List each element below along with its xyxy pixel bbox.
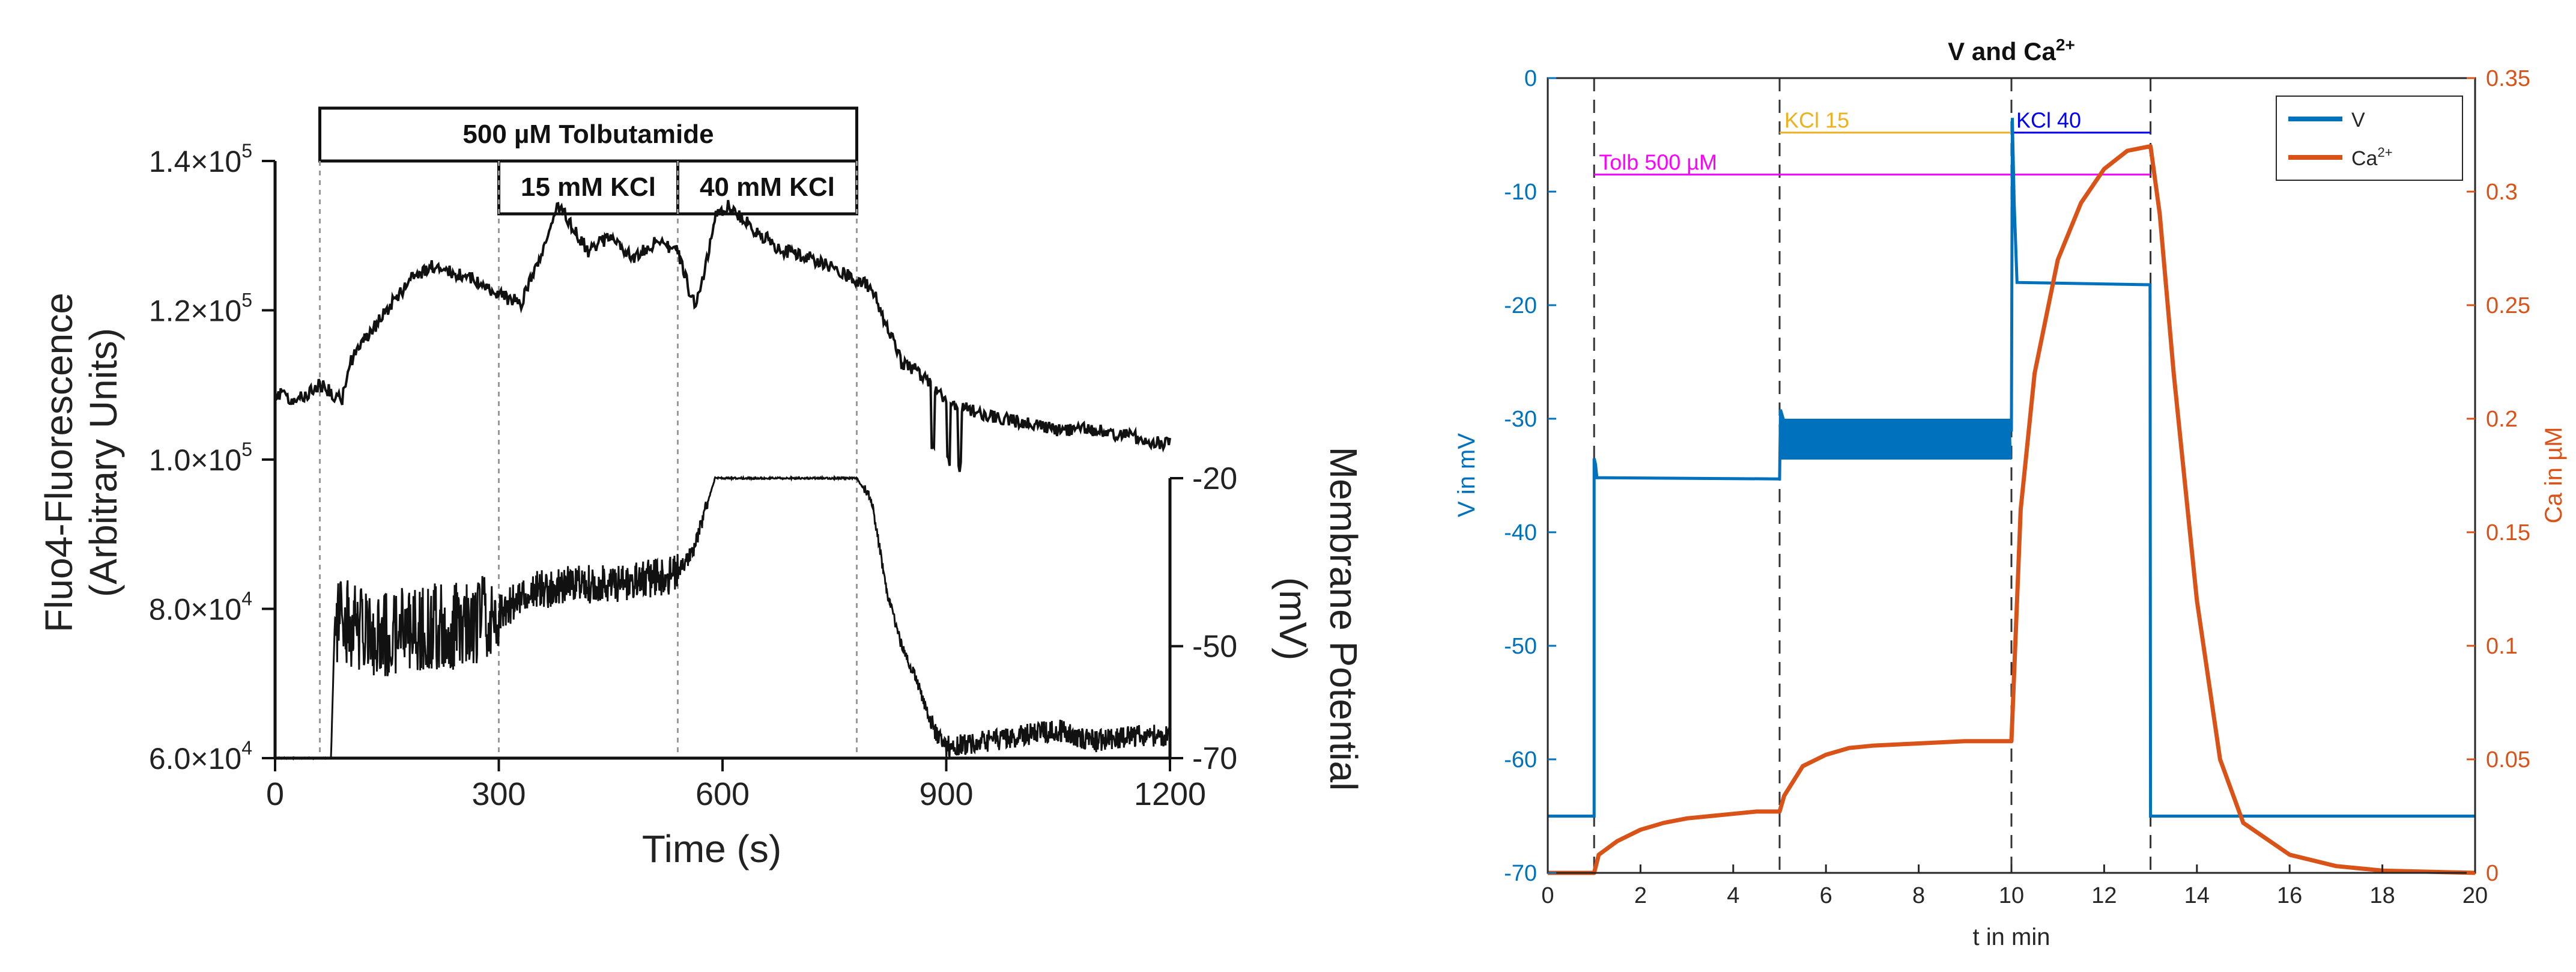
voltage-oscillation (1779, 418, 2012, 460)
treatment-bar (318, 106, 858, 163)
legend-label-ca: Ca2+ (2351, 145, 2393, 170)
annotation-label: KCl 40 (2016, 108, 2081, 133)
legend-label-ca-text: Ca (2351, 147, 2378, 170)
x-axis-label: t in min (1973, 924, 2050, 950)
y2-tick-label: 0.3 (2486, 180, 2518, 205)
y-tick-label-mantissa: 1.2×10 (149, 294, 241, 328)
x-tick-label: 0 (266, 776, 284, 812)
x-tick-label: 0 (1541, 883, 1554, 908)
fluorescence-trace (274, 199, 1171, 472)
treatment-bar-label: 500 µM Tolbutamide (462, 120, 714, 149)
chart-title-superscript: 2+ (2056, 35, 2075, 54)
y-tick-label: -20 (1504, 293, 1537, 318)
y2-tick-label: -20 (1192, 461, 1237, 496)
treatment-bar-label: 15 mM KCl (521, 172, 656, 202)
legend-label-ca-superscript: 2+ (2377, 145, 2392, 160)
y-tick-label: 6.0×104 (149, 737, 252, 776)
y-tick-label-exponent: 4 (241, 588, 252, 610)
y-tick-label: -60 (1504, 747, 1537, 773)
treatment-bar-label: 40 mM KCl (700, 172, 835, 202)
ticks: 0 2 4 6 8 10 12 14 16 18 200-10-20-30-40-50-60-700… (1504, 66, 2530, 908)
legend-label-v: V (2351, 109, 2365, 132)
y-tick-label-mantissa: 6.0×10 (149, 742, 241, 776)
y-tick-label-exponent: 5 (241, 439, 252, 460)
event-lines (319, 161, 858, 758)
chart-title: V and Ca2+ (1948, 35, 2075, 65)
x-tick-label: 900 (919, 776, 973, 812)
y-tick-label: -70 (1504, 861, 1537, 886)
x-tick-label: 300 (471, 776, 526, 812)
legend: V Ca2+ (2276, 96, 2463, 181)
y2-tick-label: -50 (1192, 630, 1237, 664)
y2-tick-label: 0.35 (2486, 66, 2530, 91)
y-tick-label: -40 (1504, 520, 1537, 545)
y2-axis-label-line-1: Membrane Potential (1322, 447, 1365, 791)
y-tick-label: -30 (1504, 407, 1537, 432)
y2-tick-label: 0.15 (2486, 520, 2530, 545)
left-chart: 500 µM Tolbutamide 15 mM KCl 40 mM KCl 0 30… (37, 106, 1365, 870)
y-tick-label-exponent: 5 (241, 140, 252, 162)
x-tick-label: 18 (2369, 883, 2395, 908)
y2-axis-label: Membrane Potential (mV) (1271, 447, 1365, 791)
x-tick-label: 1200 (1134, 776, 1206, 812)
y-tick-label-mantissa: 1.4×10 (149, 145, 241, 178)
y-tick-label: 0 (1524, 66, 1537, 91)
chart-title-text: V and Ca (1948, 37, 2056, 65)
traces (1548, 118, 2476, 875)
y2-tick-label: -70 (1192, 741, 1237, 776)
annotations: Tolb 500 µM KCl 15 KCl 40 (1594, 108, 2151, 176)
y-tick-label-mantissa: 8.0×10 (149, 593, 241, 627)
membrane-potential-trace (274, 475, 1171, 761)
y-tick-label-exponent: 5 (241, 290, 252, 311)
y-tick-label: -50 (1504, 634, 1537, 659)
x-tick-label: 12 (2091, 883, 2117, 908)
x-tick-label: 4 (1727, 883, 1739, 908)
annotation-label: Tolb 500 µM (1599, 150, 1717, 175)
x-tick-label: 16 (2277, 883, 2302, 908)
x-tick-label: 2 (1634, 883, 1647, 908)
x-axis-label: Time (s) (642, 827, 781, 870)
x-tick-label: 8 (1912, 883, 1925, 908)
axes (273, 161, 1172, 760)
treatment-bar (497, 159, 679, 216)
right-chart: Tolb 500 µM KCl 15 KCl 40 0 2 4 6 8 10 12 14 16 18 2… (1453, 35, 2567, 950)
x-tick-label: 10 (1999, 883, 2024, 908)
x-tick-label: 6 (1820, 883, 1832, 908)
x-tick-label: 600 (696, 776, 750, 812)
y2-tick-label: 0 (2486, 861, 2499, 886)
legend-box (2276, 96, 2463, 181)
y-tick-label: 1.2×105 (149, 290, 252, 328)
calcium-trace (1548, 144, 2476, 875)
y2-tick-label: 0.2 (2486, 407, 2518, 432)
y-tick-label-mantissa: 1.0×10 (149, 443, 241, 477)
y-axis-label-line-1: Fluo4-Fluorescence (37, 293, 80, 633)
ticks: 0 300 600 900 12006.0×1048.0×1041.0×1051.2×1… (149, 140, 1237, 812)
y-tick-label: 1.0×105 (149, 439, 252, 477)
treatment-bars: 500 µM Tolbutamide 15 mM KCl 40 mM KCl (318, 106, 858, 216)
x-tick-label: 14 (2184, 883, 2210, 908)
x-tick-label: 20 (2462, 883, 2488, 908)
y-tick-label: 1.4×105 (149, 140, 252, 178)
y2-tick-label: 0.25 (2486, 293, 2530, 318)
y-axis-label: Fluo4-Fluorescence (Arbitrary Units) (37, 293, 125, 633)
y2-tick-label: 0.05 (2486, 747, 2530, 773)
y2-axis-label-line-2: (mV) (1271, 577, 1315, 661)
treatment-bar (676, 159, 858, 216)
y-tick-label: -10 (1504, 180, 1537, 205)
y-tick-label-exponent: 4 (241, 737, 252, 759)
y2-tick-label: 0.1 (2486, 634, 2518, 659)
y-tick-label: 8.0×104 (149, 588, 252, 627)
annotation-label: KCl 15 (1784, 108, 1849, 133)
y2-axis-label: Ca in µM (2541, 427, 2567, 524)
y-axis-label-line-2: (Arbitrary Units) (82, 328, 125, 597)
y-axis-label: V in mV (1453, 433, 1480, 517)
traces (274, 199, 1171, 761)
